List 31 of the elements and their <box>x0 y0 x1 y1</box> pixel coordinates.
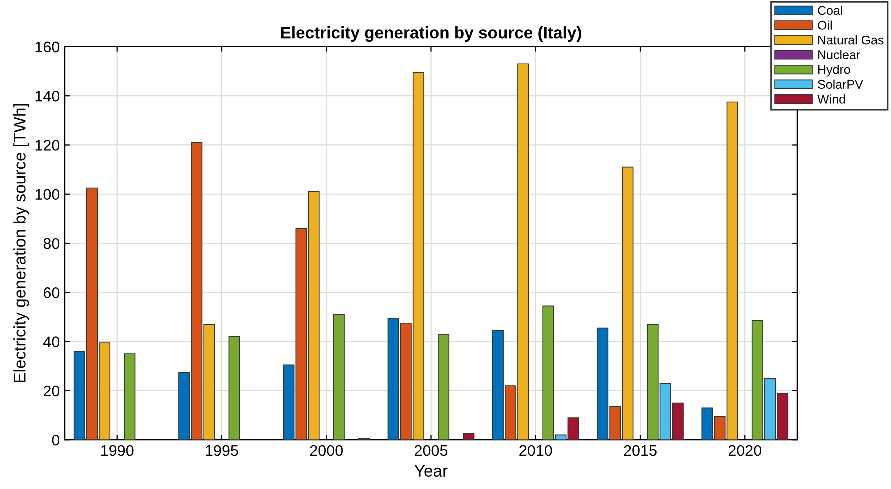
bar <box>463 434 475 440</box>
legend-label: Oil <box>818 20 832 30</box>
y-tick-label: 140 <box>36 90 60 102</box>
x-tick-label: 1990 <box>102 445 134 456</box>
bar <box>438 334 450 440</box>
y-tick-label: 60 <box>44 288 60 298</box>
legend-label: Wind <box>818 94 846 104</box>
y-tick-label: 160 <box>36 42 60 53</box>
y-tick-label: 80 <box>44 238 60 250</box>
x-tick-label: 1995 <box>206 445 238 456</box>
y-tick-label: 0 <box>52 434 60 446</box>
x-tick-label: 2010 <box>520 445 552 456</box>
chart-title: Electricity generation by source (Italy) <box>281 26 582 42</box>
legend-label: Nuclear <box>818 50 860 60</box>
x-tick-label: 2020 <box>728 445 762 456</box>
legend-label: SolarPV <box>818 80 864 90</box>
bar <box>124 354 136 440</box>
x-tick-label: 2005 <box>415 445 448 456</box>
x-tick-label: 2015 <box>624 445 657 456</box>
legend-label: Hydro <box>818 65 850 77</box>
bar <box>228 336 240 440</box>
legend-label: Natural Gas <box>818 36 884 45</box>
y-tick-label: 100 <box>36 189 60 200</box>
legend-label: Coal <box>818 6 842 16</box>
y-tick-label: 120 <box>36 140 60 151</box>
y-tick-label: 40 <box>44 336 60 348</box>
y-axis-title: Electricity generation by source [TWh] <box>14 104 30 382</box>
x-axis-title: Year <box>414 465 448 477</box>
bar <box>333 314 345 440</box>
y-tick-label: 20 <box>44 386 60 397</box>
x-tick-label: 2000 <box>310 445 344 456</box>
